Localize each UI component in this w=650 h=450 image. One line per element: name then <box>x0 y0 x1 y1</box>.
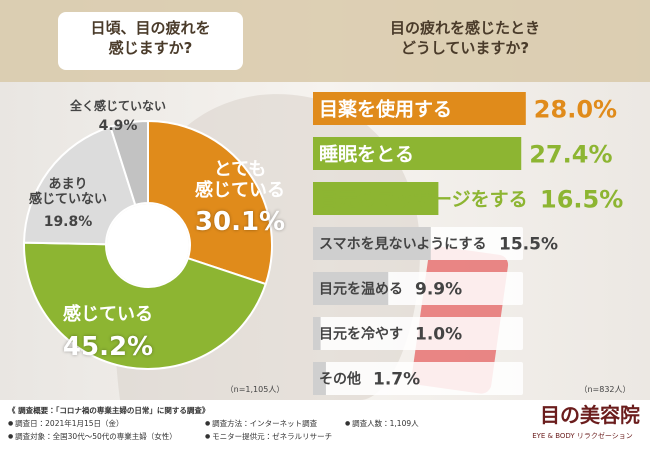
row-box <box>313 317 523 350</box>
value-label: 15.5% <box>499 235 558 255</box>
value-label: 28.0% <box>534 96 617 124</box>
value-label: 1.0% <box>415 325 462 345</box>
value-label: 45.2% <box>62 332 154 362</box>
bar <box>313 227 431 260</box>
value-label: 4.9% <box>98 118 138 134</box>
note: （n=1,105人） <box>225 385 285 394</box>
bar-label: 目元を温める <box>319 282 403 298</box>
bar <box>313 182 439 215</box>
value-label: 30.1% <box>194 207 286 237</box>
left-title: 日頃、目の疲れを 感じますか? <box>90 19 211 57</box>
bar-label: 目元を冷やす <box>319 326 403 343</box>
bar <box>313 272 389 305</box>
row-box <box>313 362 523 395</box>
bar-label: 睡眠をとる <box>319 143 414 165</box>
bar-label: その他 <box>319 371 361 388</box>
bar-label: 目元のマッサージをする <box>319 188 528 210</box>
donut-slice <box>109 119 149 207</box>
footer-item: モニター提供元：ゼネラルリサーチ <box>205 431 332 442</box>
donut-slice <box>23 125 137 246</box>
slice-label: 全く感じていない <box>69 99 166 113</box>
donut-slice <box>147 119 273 286</box>
bar <box>313 317 321 350</box>
value-label: 1.7% <box>373 370 420 390</box>
footer-item: 調査人数：1,109人 <box>345 418 418 429</box>
footer-item: 調査日：2021年1月15日（金） <box>8 418 123 429</box>
bar <box>313 137 522 170</box>
bar <box>313 362 326 395</box>
slice-label: とても 感じている <box>195 159 285 201</box>
footer-heading: 《 調査概要：「コロナ禍の専業主婦の日常」に関する調査》 <box>8 406 210 415</box>
logo-tagline: EYE & BODY リラクゼーション <box>532 432 633 440</box>
logo-name: 目の美容院 <box>540 403 640 427</box>
value-label: 27.4% <box>529 141 612 169</box>
bar <box>313 92 526 125</box>
donut-hole <box>107 204 189 286</box>
note: （n=832人） <box>579 385 631 394</box>
value-label: 19.8% <box>43 214 93 230</box>
right-title: 目の疲れを感じたとき どうしていますか? <box>389 19 540 57</box>
donut-slice <box>23 241 267 370</box>
bar-label: 目薬を使用する <box>319 97 452 120</box>
value-label: 9.9% <box>415 280 462 300</box>
slice-label: 感じている <box>63 304 153 325</box>
footer-item: 調査対象：全国30代〜50代の専業主婦（女性） <box>8 431 177 442</box>
bar-label: スマホを見ないようにする <box>319 237 486 253</box>
slice-label: あまり 感じていない <box>28 177 107 207</box>
value-label: 16.5% <box>540 186 623 214</box>
footer-item: 調査方法：インターネット調査 <box>205 418 317 429</box>
title-box <box>58 12 243 70</box>
